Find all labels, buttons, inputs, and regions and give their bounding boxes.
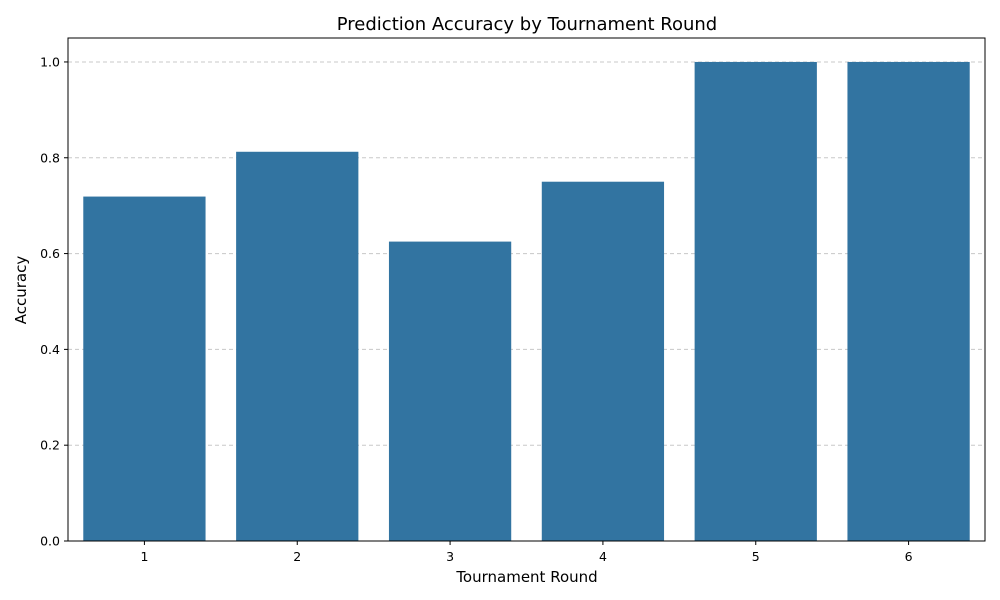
- y-tick-label: 0.8: [40, 150, 60, 165]
- x-tick-label: 3: [446, 549, 454, 564]
- bar-round-1: [83, 196, 206, 541]
- y-tick-label: 0.4: [40, 342, 60, 357]
- x-tick-label: 6: [905, 549, 913, 564]
- x-tick-label: 4: [599, 549, 607, 564]
- bars: [83, 61, 970, 541]
- bar-round-2: [236, 151, 359, 541]
- x-axis-ticks: 1 2 3 4 5 6: [140, 541, 913, 564]
- y-tick-label: 1.0: [40, 54, 60, 69]
- chart-title: Prediction Accuracy by Tournament Round: [337, 14, 717, 35]
- y-axis-label: Accuracy: [12, 256, 30, 325]
- bar-round-4: [541, 181, 665, 541]
- x-tick-label: 5: [752, 549, 760, 564]
- x-tick-label: 1: [140, 549, 148, 564]
- gridlines: [68, 61, 985, 446]
- bar-round-5: [694, 61, 817, 541]
- x-axis-label: Tournament Round: [455, 568, 597, 586]
- bar-round-6: [847, 61, 970, 541]
- y-tick-label: 0.2: [40, 438, 60, 453]
- bar-round-3: [388, 241, 512, 541]
- plot-frame: [67, 37, 986, 542]
- y-tick-label: 0.0: [40, 534, 60, 549]
- x-tick-label: 2: [293, 549, 301, 564]
- y-tick-label: 0.6: [40, 246, 60, 261]
- y-axis-ticks: 0.0 0.2 0.4 0.6 0.8 1.0: [40, 54, 68, 549]
